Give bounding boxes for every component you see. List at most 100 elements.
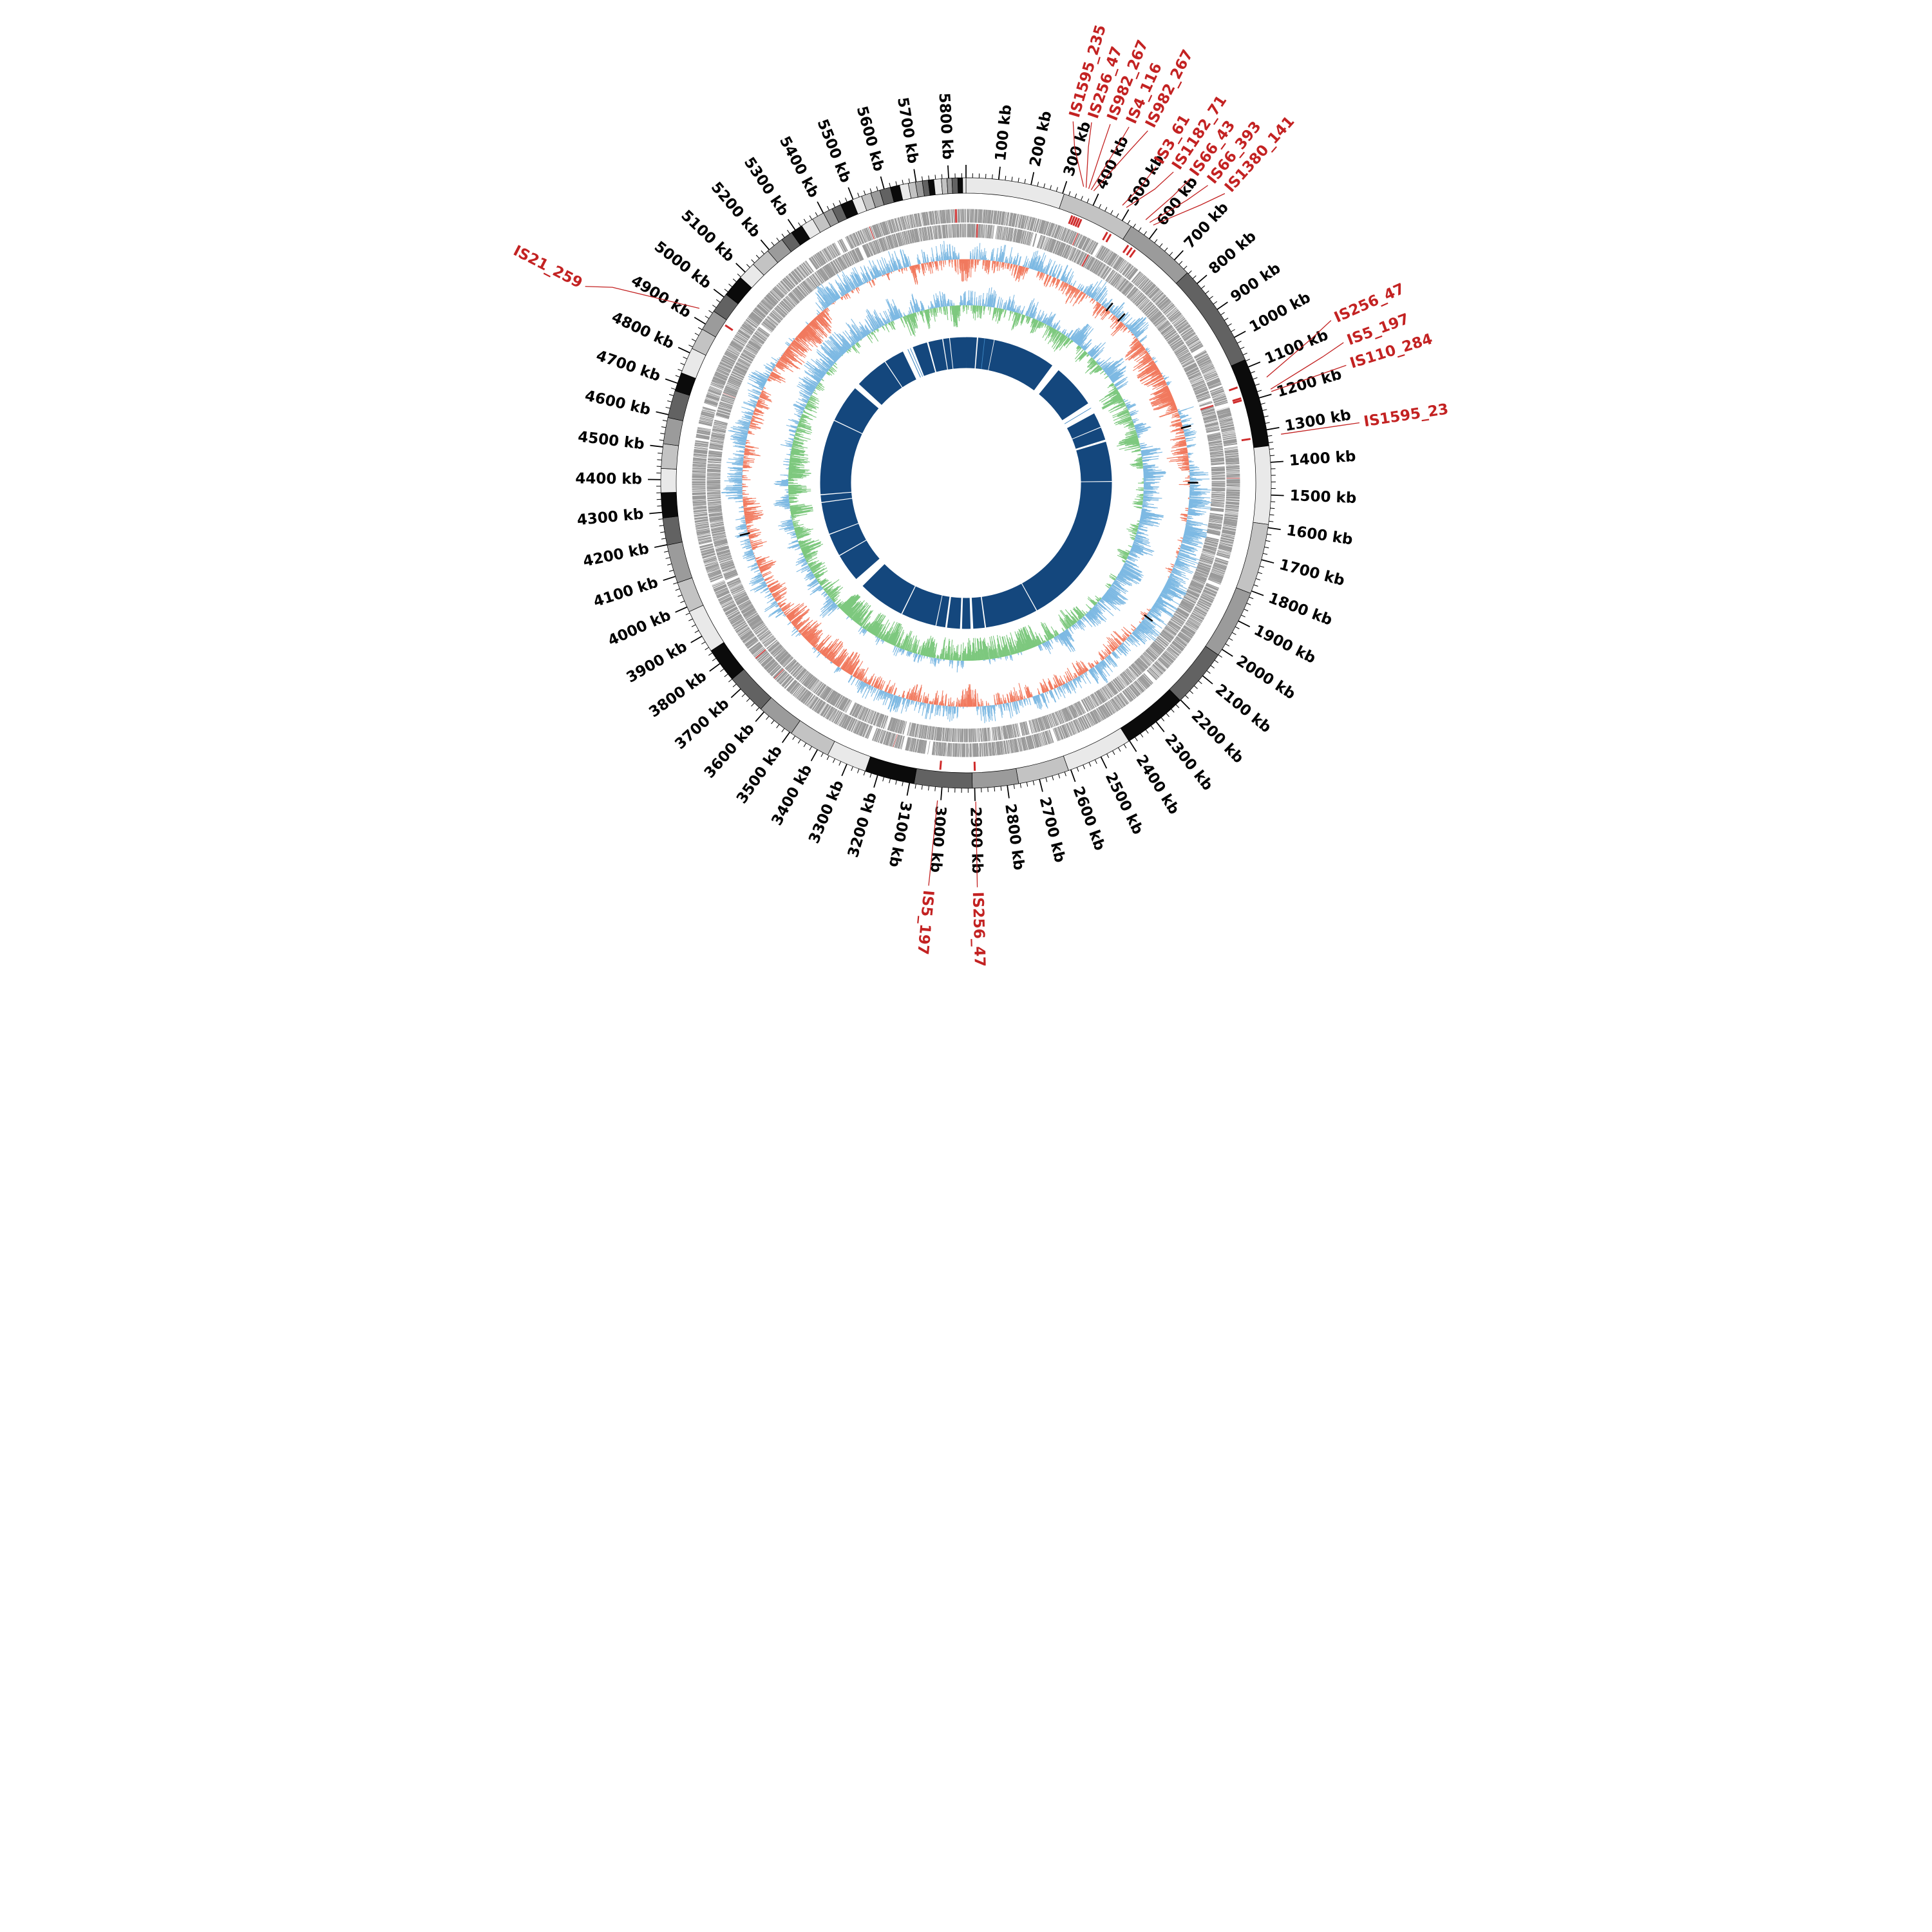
genes-forward-track xyxy=(692,209,1240,757)
axis-tick-label: 2400 kb xyxy=(1132,752,1182,818)
axis-tick-label: 1400 kb xyxy=(1289,448,1356,469)
gc-content-track xyxy=(721,240,1212,723)
is-leader-line xyxy=(1153,193,1226,226)
axis-tick-label: 2300 kb xyxy=(1161,731,1216,793)
major-ticks xyxy=(648,165,1284,801)
contig-segment xyxy=(663,417,683,446)
gc-skew-track-positive xyxy=(773,287,1166,673)
axis-tick-label: 2700 kb xyxy=(1036,795,1068,864)
is-leader-line xyxy=(1271,365,1347,392)
coverage-ring xyxy=(820,337,1112,629)
axis-tick-label: 3100 kb xyxy=(886,800,914,869)
genes-forward-track-red-blocks xyxy=(755,209,1240,748)
axis-tick-label: 2800 kb xyxy=(1001,803,1027,871)
contig-segment xyxy=(865,756,917,784)
contig-segment xyxy=(660,468,677,493)
axis-tick-label: 4700 kb xyxy=(594,347,663,385)
axis-tick-label: 3600 kb xyxy=(701,721,758,782)
contig-segment xyxy=(660,491,679,518)
axis-tick-label: 4800 kb xyxy=(609,309,677,353)
is-leader-line xyxy=(1085,122,1092,188)
axis-tick-label: 100 kb xyxy=(992,104,1015,162)
contig-segment xyxy=(827,741,871,772)
contig-segment xyxy=(662,516,683,545)
contig-segment xyxy=(667,542,693,583)
is-leader-line xyxy=(975,801,978,887)
is-marker-dashes xyxy=(724,214,1251,771)
axis-tick-label: 1300 kb xyxy=(1283,406,1352,435)
axis-tick-label: 2000 kb xyxy=(1233,652,1298,703)
contig-segment xyxy=(1236,522,1269,594)
is-leader-line xyxy=(1090,126,1130,191)
is-label: IS256_47 xyxy=(969,891,988,966)
axis-tick-label: 1500 kb xyxy=(1289,488,1357,507)
black-marks xyxy=(739,302,1198,622)
contig-segment xyxy=(962,177,967,194)
axis-tick-label: 2500 kb xyxy=(1102,770,1146,837)
axis-tick-label: 3200 kb xyxy=(845,791,880,860)
genes-reverse-track-red-blocks xyxy=(723,223,1214,411)
axis-tick-label: 2200 kb xyxy=(1188,708,1246,767)
minor-ticks xyxy=(656,173,1276,793)
genome-plot-page: 100 kb 200 kb 300 kb 400 kb 500 kb 600 kb 700 … xyxy=(483,0,1449,966)
axis-tick-label: 5200 kb xyxy=(708,179,764,241)
contig-segment xyxy=(971,768,1019,789)
axis-tick-label: 3900 kb xyxy=(624,638,690,687)
is-label: IS5_197 xyxy=(914,889,936,956)
is-leader-line xyxy=(1122,166,1157,206)
axis-tick-label: 1600 kb xyxy=(1285,522,1354,549)
axis-tick-label: 4900 kb xyxy=(628,272,694,321)
axis-tick-label: 5600 kb xyxy=(853,104,887,173)
contig-segment xyxy=(677,577,704,612)
axis-tick-label: 200 kb xyxy=(1027,109,1055,168)
axis-tick-label: 5700 kb xyxy=(894,96,922,165)
axis-ticks xyxy=(648,165,1284,801)
is-leader-line xyxy=(1270,342,1344,390)
genes-reverse-track-blocks xyxy=(706,223,1226,743)
is-label: IS1595_235 xyxy=(1363,399,1449,430)
axis-tick-label: 1900 kb xyxy=(1251,622,1318,667)
is-leader-line xyxy=(1072,121,1084,187)
axis-tick-label: 4300 kb xyxy=(576,506,645,529)
gc-skew-track-negative xyxy=(788,305,1144,661)
axis-tick-label: 800 kb xyxy=(1206,228,1259,278)
axis-tick-label: 4400 kb xyxy=(575,470,642,488)
is-leader-line xyxy=(1149,185,1208,223)
is-marker-ticks xyxy=(724,214,1251,771)
is-leader-line xyxy=(1266,320,1332,378)
axis-tick-label: 5300 kb xyxy=(741,155,792,220)
axis-tick-label: 5100 kb xyxy=(677,207,737,265)
axis-tick-label: 5500 kb xyxy=(813,117,854,185)
axis-tick-label: 4000 kb xyxy=(605,607,673,649)
genes-forward-track-blocks xyxy=(692,209,1240,757)
axis-tick-label: 3400 kb xyxy=(768,762,815,828)
is-label: IS21_259 xyxy=(511,243,585,292)
contig-segment xyxy=(951,177,959,194)
coverage-highlight-arcs xyxy=(907,338,1092,424)
contig-segment xyxy=(688,605,724,652)
contig-segment xyxy=(791,720,835,755)
is-leader-line xyxy=(1088,124,1111,189)
gc-skew-track xyxy=(773,287,1166,673)
is-leader-line xyxy=(1126,171,1174,208)
contig-segment xyxy=(946,178,953,194)
is-leader-line xyxy=(928,800,938,886)
axis-tick-label: 4100 kb xyxy=(591,574,660,611)
genes-reverse-track xyxy=(706,223,1226,743)
contig-segment xyxy=(1016,755,1069,784)
contig-segment xyxy=(1253,445,1272,525)
contig-segment xyxy=(661,443,679,469)
contig-segment xyxy=(933,178,943,195)
axis-tick-label: 5400 kb xyxy=(776,133,822,200)
contig-segment xyxy=(965,177,1065,209)
axis-tick-label: 900 kb xyxy=(1227,260,1283,306)
contig-ring xyxy=(660,177,1272,789)
axis-tick-label: 700 kb xyxy=(1181,199,1232,252)
axis-tick-label: 1000 kb xyxy=(1247,289,1314,336)
axis-tick-label: 3700 kb xyxy=(672,696,732,753)
axis-tick-label: 2100 kb xyxy=(1212,681,1274,737)
axis-tick-label: 3800 kb xyxy=(646,668,710,721)
axis-tick-label: 3500 kb xyxy=(734,743,786,807)
contig-segment xyxy=(732,668,772,710)
